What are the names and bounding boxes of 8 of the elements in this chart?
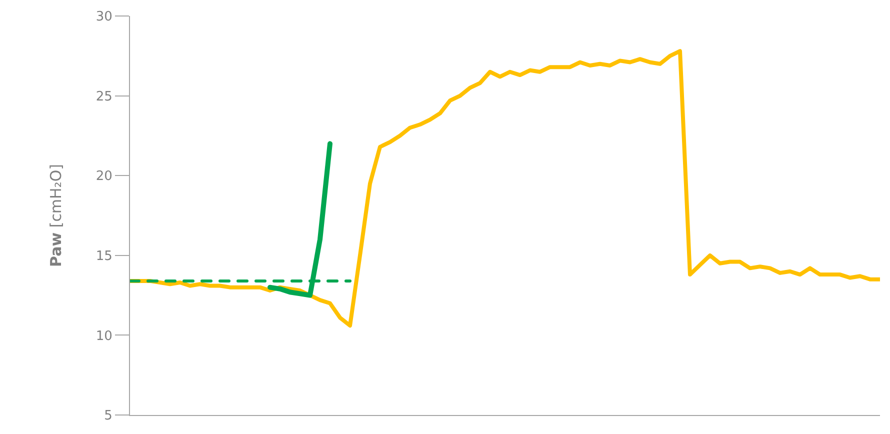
y-tick-label: 5 bbox=[104, 408, 112, 424]
y-tick-label: 15 bbox=[96, 248, 112, 264]
y-axis-title: Paw [cmH₂O] bbox=[47, 164, 66, 268]
y-tick-label: 30 bbox=[96, 10, 112, 25]
y-tick-label: 20 bbox=[96, 169, 112, 184]
y-tick-label: 10 bbox=[96, 328, 112, 344]
y-tick-label: 25 bbox=[96, 89, 112, 104]
line-series bbox=[130, 49, 880, 328]
